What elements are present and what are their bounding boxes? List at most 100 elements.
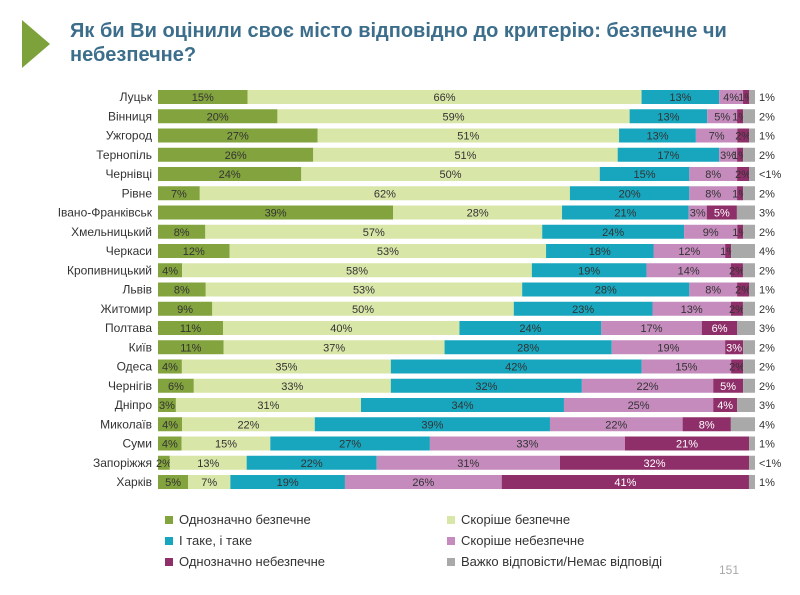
data-label: 2% [729,362,745,374]
bar-segment [223,340,445,355]
data-label: 13% [669,92,691,104]
data-label: 27% [227,131,249,143]
bar-segment [641,359,732,374]
data-label: 20% [619,188,641,200]
data-label: 2% [759,362,775,374]
data-label: 22% [301,458,323,470]
bar-segment [689,167,738,181]
bar-segment [749,282,755,297]
data-label: 4% [162,362,178,374]
bar-segment [569,186,690,201]
category-label: Хмельницький [71,225,152,239]
bar-segment [158,147,314,162]
category-label: Суми [123,437,152,451]
category-label: Івано-Франківськ [58,206,153,220]
bar-segment [617,147,720,162]
bar-segment [737,282,750,297]
bar-segment [737,167,750,181]
data-label: 53% [353,285,375,297]
bar-segment [737,109,744,124]
bar-segment [542,224,685,239]
bar-segment [205,282,523,297]
legend-item: І таке, і таке [165,533,252,548]
data-label: 53% [377,246,399,258]
data-label: 31% [257,400,279,412]
bar-segment [581,378,714,393]
bar-segment [158,263,183,278]
bar-segment [344,475,502,489]
data-label: 2% [759,227,775,239]
bar-segment [212,301,514,316]
bar-segment [737,128,750,143]
bar-segment [748,475,755,489]
legend-item: Скоріше безпечне [447,512,570,527]
data-label: 1% [759,92,775,104]
data-label: 12% [183,246,205,258]
data-label: 5% [165,477,181,489]
data-label: 3% [159,400,175,412]
bar-segment [743,378,755,393]
data-label: 4% [162,419,178,431]
bar-segment [619,128,696,143]
data-label: 2% [729,304,745,316]
legend-swatch [165,536,173,545]
bar-segment [549,417,683,432]
data-label: 3% [726,342,742,354]
legend-swatch [447,536,455,545]
data-label: 26% [412,477,434,489]
data-label: 8% [705,285,721,297]
data-label: 17% [641,323,663,335]
bar-segment [563,398,714,412]
bar-segment [684,224,738,239]
bar-segment [229,244,547,258]
bar-segment [158,475,189,489]
data-label: 9% [177,304,193,316]
bar-segment [743,109,755,124]
data-label: 19% [277,477,299,489]
data-label: 2% [759,304,775,316]
bar-segment [743,186,755,201]
bar-segment [629,109,708,124]
bar-segment [429,436,625,451]
bar-segment [158,436,182,451]
bar-segment [731,359,744,374]
bar-segment [689,186,738,201]
category-label: Чернівці [105,167,152,181]
bar-segment [158,378,194,393]
bar-segment [742,301,755,316]
bar-segment [706,205,737,220]
data-label: 9% [703,227,719,239]
data-label: 2% [759,188,775,200]
bar-segment [713,398,738,412]
data-label: 15% [192,92,214,104]
data-label: 3% [690,208,706,220]
data-label: 39% [265,208,287,220]
bar-segment [737,186,744,201]
data-label: 2% [729,265,745,277]
data-label: 4% [759,246,775,258]
bar-segment [158,359,182,374]
data-label: 24% [602,227,624,239]
bar-segment [719,90,744,104]
bar-segment [158,321,224,335]
data-label: 62% [374,188,396,200]
data-label: 5% [720,381,736,393]
data-label: 13% [197,458,219,470]
data-label: 35% [275,362,297,374]
data-label: 6% [168,381,184,393]
data-label: 3% [759,208,775,220]
data-label: 18% [589,246,611,258]
bar-segment [393,205,563,220]
data-label: 22% [237,419,259,431]
category-label: Ужгород [106,129,152,143]
bar-segment [181,359,391,374]
bar-segment [736,205,755,220]
data-label: 21% [676,439,698,451]
bar-segment [624,436,750,451]
data-label: 59% [442,111,464,123]
category-label: Вінниця [108,109,152,123]
data-label: <1% [759,458,782,470]
data-label: 3% [720,150,736,162]
bar-segment [731,244,755,258]
bar-segment [749,455,755,470]
